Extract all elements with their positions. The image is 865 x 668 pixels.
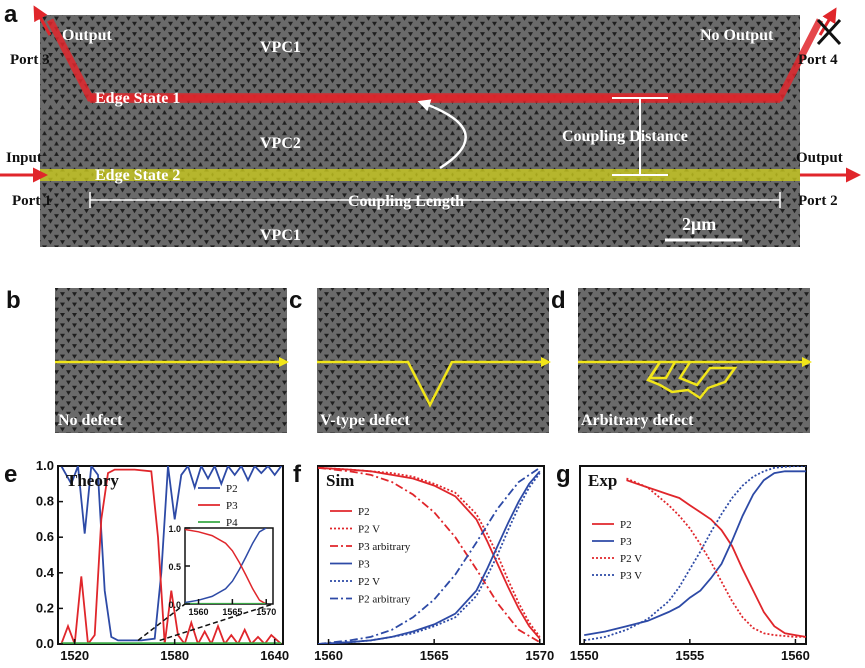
x-tick-label: 1520	[60, 648, 89, 663]
y-tick-label: 1.0	[36, 458, 54, 473]
x-tick-label: 1560	[781, 648, 810, 663]
x-tick-label: 1550	[570, 648, 599, 663]
series-line-p2	[60, 466, 283, 642]
panel-letter-e: e	[4, 461, 17, 488]
panel-b: b No defect	[6, 287, 289, 433]
panel-letter-a: a	[4, 1, 18, 28]
x-tick-label: 1640	[260, 648, 289, 663]
legend-entry: P3	[226, 500, 238, 512]
label-vpc2: VPC2	[260, 135, 301, 152]
series-line-p2-v	[318, 472, 541, 644]
series-line-p2-v	[318, 466, 541, 638]
series-line-p2	[185, 528, 267, 604]
x-tick-label: 1560	[314, 648, 343, 663]
plot-frame	[579, 465, 807, 645]
x-tick-label: 1560	[189, 607, 209, 617]
label-output-left: Output	[62, 27, 112, 44]
y-tick-label: 0.5	[168, 562, 181, 572]
panel-letter-f: f	[293, 461, 302, 488]
chart-title: Theory	[66, 471, 119, 490]
panel-letter-b: b	[6, 287, 21, 314]
legend-entry: P2	[358, 506, 370, 518]
label-input: Input	[6, 150, 42, 166]
y-tick-label: 0.4	[36, 565, 55, 580]
x-tick-label: 1555	[675, 648, 704, 663]
x-tick-label: 1580	[160, 648, 189, 663]
y-tick-label: 0.0	[168, 600, 181, 610]
label-scale: 2μm	[682, 214, 716, 234]
path-c	[317, 357, 551, 408]
legend-entry: P2 V	[358, 576, 380, 588]
panel-d: d Arbitrary defect	[551, 287, 812, 433]
label-vpc1-top: VPC1	[260, 39, 301, 56]
inset-zoom-line	[159, 603, 274, 642]
x-tick-label: 1570	[256, 607, 276, 617]
plot-frame	[184, 527, 274, 605]
label-output-right: Output	[796, 150, 843, 166]
chart-title: Sim	[326, 471, 354, 490]
inset-zoom-line	[137, 603, 186, 642]
panel-letter-c: c	[289, 287, 302, 314]
legend-entry: P2	[226, 483, 238, 495]
panel-letter-g: g	[556, 461, 571, 488]
label-port4: Port 4	[798, 52, 838, 68]
series-line-p3	[185, 528, 267, 604]
port3-arrow	[33, 5, 52, 36]
chart-g: 1550 1555 1560 Exp P2 P3 P2 V P3 V	[570, 465, 810, 663]
label-vpc1-bottom: VPC1	[260, 227, 301, 244]
label-port1: Port 1	[12, 193, 52, 209]
legend-entry: P2 V	[358, 524, 380, 536]
panel-a: a VPC1 VPC2 VPC1 Output Port 3 No Output…	[0, 1, 861, 247]
path-d	[578, 357, 812, 400]
legend-entry: P2	[620, 519, 632, 531]
panel-letter-d: d	[551, 287, 566, 314]
legend-entry: P3 arbitrary	[358, 541, 411, 553]
y-tick-label: 0.8	[36, 494, 54, 509]
chart-e: 1520 1580 1640 0.0 0.2 0.4 0.6 0.8 1.0 Theory P2 P3…	[36, 458, 289, 663]
coupling-curve-arrow	[417, 99, 467, 170]
port4-arrow	[818, 7, 837, 36]
label-coupling-distance: Coupling Distance	[562, 128, 688, 145]
label-edge-state-2: Edge State 2	[95, 167, 180, 184]
chart-f: 1560 1565 1570 Sim P2 P2 V P3 arbitrary P3 P2 V P…	[314, 465, 554, 663]
legend-entry: P3	[620, 536, 632, 548]
label-no-output: No Output	[700, 27, 774, 44]
legend-entry: P3	[358, 559, 370, 571]
crystal-mid	[40, 105, 800, 175]
series-line-p3-v	[584, 466, 806, 642]
label-no-defect: No defect	[58, 412, 123, 429]
x-tick-label: 1565	[420, 648, 449, 663]
chart-title: Exp	[588, 471, 617, 490]
label-edge-state-1: Edge State 1	[95, 90, 180, 107]
y-tick-label: 0.6	[36, 529, 54, 544]
label-port3: Port 3	[10, 52, 50, 68]
y-tick-label: 1.0	[168, 524, 181, 534]
y-tick-label: 0.0	[36, 636, 54, 651]
legend-entry: P2 arbitrary	[358, 594, 411, 606]
panel-c: c V-type defect	[289, 287, 551, 433]
y-tick-label: 0.2	[36, 600, 54, 615]
legend-entry: P2 V	[620, 553, 642, 565]
legend-entry: P3 V	[620, 570, 642, 582]
label-coupling-length: Coupling Length	[348, 193, 464, 210]
legend-entry: P4	[226, 517, 238, 529]
label-v-type-defect: V-type defect	[320, 412, 411, 429]
x-tick-label: 1565	[222, 607, 242, 617]
label-arbitrary-defect: Arbitrary defect	[581, 412, 694, 429]
label-port2: Port 2	[798, 193, 838, 209]
x-tick-label: 1570	[525, 648, 554, 663]
